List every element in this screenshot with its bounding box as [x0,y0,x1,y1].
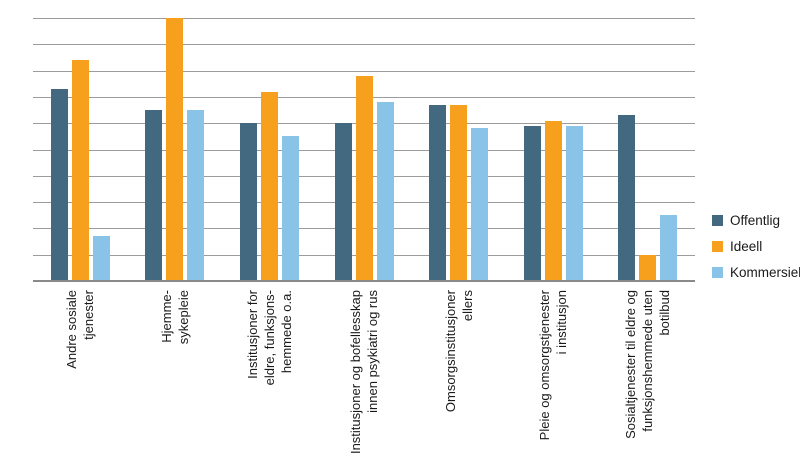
gridline [33,18,695,19]
x-axis-line [33,280,695,282]
bar-kommersiell [187,110,205,281]
bar-kommersiell [471,128,489,281]
legend-item-offentlig: Offentlig [712,212,800,229]
x-category-label: Institusjoner og bofellesskap innen psyk… [348,290,380,455]
gridline [33,44,695,46]
x-category-label: Pleie og omsorgstjenester i institusjon [537,290,570,441]
x-category-label: Omsorgsinstitusjoner ellers [442,290,475,413]
legend-label: Ideell [730,239,763,254]
bar-ideell [166,18,184,281]
legend-item-kommersiell: Kommersiell [712,264,800,281]
bar-offentlig [239,123,257,281]
bar-ideell [355,75,373,281]
x-category-label: Institusjoner for eldre, funksjons- hemm… [244,290,294,386]
bar-offentlig [618,115,636,281]
x-category-label: Hjemme- sykepleie [158,290,191,345]
legend-swatch-icon [712,267,723,278]
bar-ideell [260,91,278,281]
legend: Offentlig Ideell Kommersiell [712,212,800,290]
bar-ideell [544,120,562,281]
legend-swatch-icon [712,241,723,252]
x-category-label: Andre sosiale tjenester [64,290,97,369]
gridline [33,70,695,72]
bar-kommersiell [565,125,583,281]
bar-kommersiell [376,102,394,281]
x-category-label: Sosialtjenester til eldre og funksjonshe… [623,290,673,439]
bar-ideell [450,104,468,281]
bar-ideell [71,60,89,281]
bar-kommersiell [92,236,110,281]
bar-ideell [639,254,657,281]
bar-offentlig [145,110,163,281]
bar-offentlig [523,125,541,281]
bar-kommersiell [660,215,678,281]
legend-label: Kommersiell [730,265,800,280]
bar-offentlig [50,89,68,281]
legend-swatch-icon [712,215,723,226]
bar-offentlig [429,104,447,281]
bar-offentlig [334,123,352,281]
legend-item-ideell: Ideell [712,238,800,255]
legend-label: Offentlig [730,213,781,228]
bar-kommersiell [281,136,299,281]
